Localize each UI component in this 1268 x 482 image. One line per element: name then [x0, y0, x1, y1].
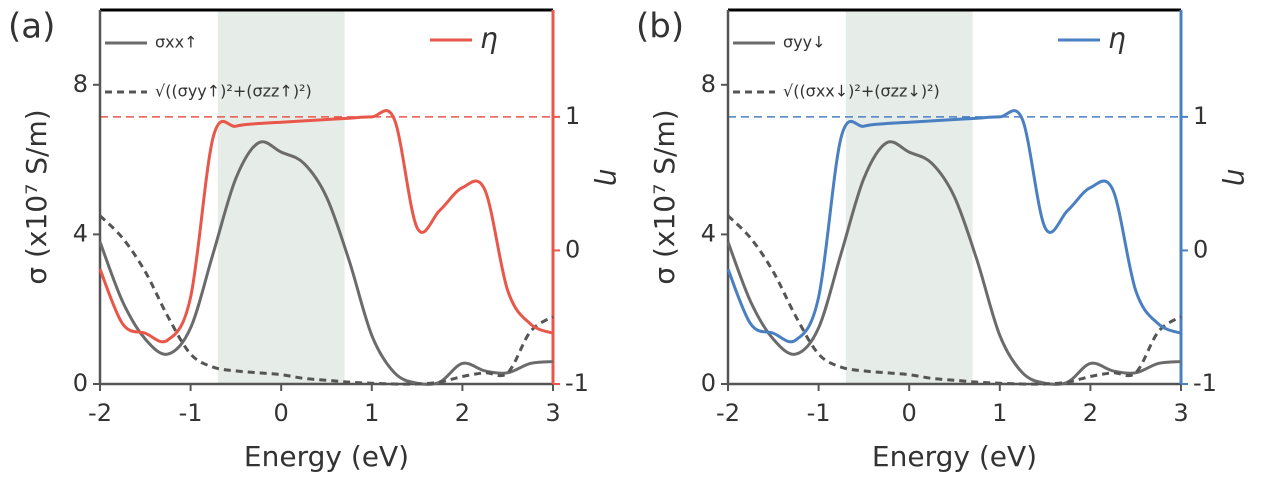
shaded-region — [845, 10, 973, 384]
x-tick-label: 3 — [1173, 399, 1188, 427]
y2-axis-label: η — [1221, 168, 1254, 186]
data-line — [98, 140, 554, 387]
x-tick-label: 2 — [1083, 399, 1098, 427]
panel-label: (a) — [8, 7, 55, 47]
panel-label: (b) — [636, 7, 684, 47]
y2-tick-label: 0 — [565, 235, 580, 263]
x-tick-label: 3 — [545, 399, 560, 427]
legend-label: √((σxx↓)²+(σzz↓)²) — [783, 82, 940, 101]
x-tick-label: -1 — [807, 399, 831, 427]
y-axis-label: σ (x10⁷ S/m) — [20, 109, 53, 284]
y-axis-label: σ (x10⁷ S/m) — [648, 109, 681, 284]
y-tick-label: 8 — [73, 70, 88, 98]
y2-tick-label: 0 — [1193, 235, 1208, 263]
y-tick-label: 4 — [73, 219, 88, 247]
x-tick-label: 0 — [274, 399, 289, 427]
legend-label: σyy↓ — [783, 33, 825, 52]
y2-tick-label: -1 — [565, 369, 589, 397]
y-tick-label: 4 — [701, 219, 716, 247]
data-line — [98, 109, 554, 344]
y2-tick-label: 1 — [1193, 102, 1208, 130]
x-tick-label: -1 — [179, 399, 203, 427]
x-tick-label: 1 — [992, 399, 1007, 427]
legend-label: η — [1108, 22, 1126, 55]
y-tick-label: 0 — [73, 369, 88, 397]
y2-axis-label: η — [593, 168, 626, 186]
x-tick-label: 1 — [364, 399, 379, 427]
x-tick-label: -2 — [716, 399, 740, 427]
x-axis-label: Energy (eV) — [872, 440, 1037, 473]
x-tick-label: 2 — [455, 399, 470, 427]
y2-tick-label: -1 — [1193, 369, 1217, 397]
legend-label: η — [480, 22, 498, 55]
y-tick-label: 8 — [701, 70, 716, 98]
legend-label: σxx↑ — [155, 33, 197, 52]
legend-label: √((σyy↑)²+(σzz↑)²) — [155, 82, 312, 101]
x-tick-label: -2 — [88, 399, 112, 427]
y2-tick-label: 1 — [565, 102, 580, 130]
x-axis-label: Energy (eV) — [244, 440, 409, 473]
data-line — [726, 214, 1182, 386]
data-line — [98, 214, 554, 386]
data-line — [726, 140, 1182, 387]
shaded-region — [217, 10, 345, 384]
x-tick-label: 0 — [902, 399, 917, 427]
y-tick-label: 0 — [701, 369, 716, 397]
data-line — [726, 109, 1182, 344]
